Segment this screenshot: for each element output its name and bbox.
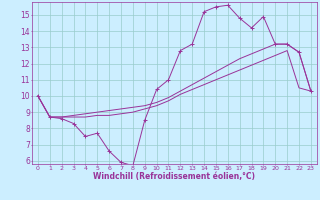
X-axis label: Windchill (Refroidissement éolien,°C): Windchill (Refroidissement éolien,°C)	[93, 172, 255, 181]
